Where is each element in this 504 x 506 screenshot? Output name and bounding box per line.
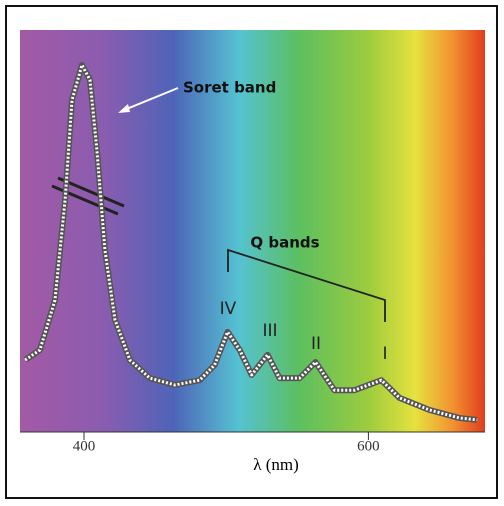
annotation: II	[311, 334, 321, 354]
x-axis-label: λ (nm)	[253, 455, 299, 474]
x-tick-label: 400	[73, 438, 96, 454]
arrow-head	[118, 104, 130, 113]
spectrum-background	[20, 30, 485, 432]
annotation: I	[382, 344, 387, 364]
arrow	[123, 87, 179, 111]
annotation: III	[262, 321, 277, 341]
x-tick-label: 600	[357, 438, 380, 454]
curve-outline	[23, 61, 478, 423]
annotation: Q bands	[250, 234, 319, 252]
bracket	[227, 248, 386, 322]
annotation: Soret band	[183, 79, 276, 97]
annotation: IV	[220, 299, 237, 319]
